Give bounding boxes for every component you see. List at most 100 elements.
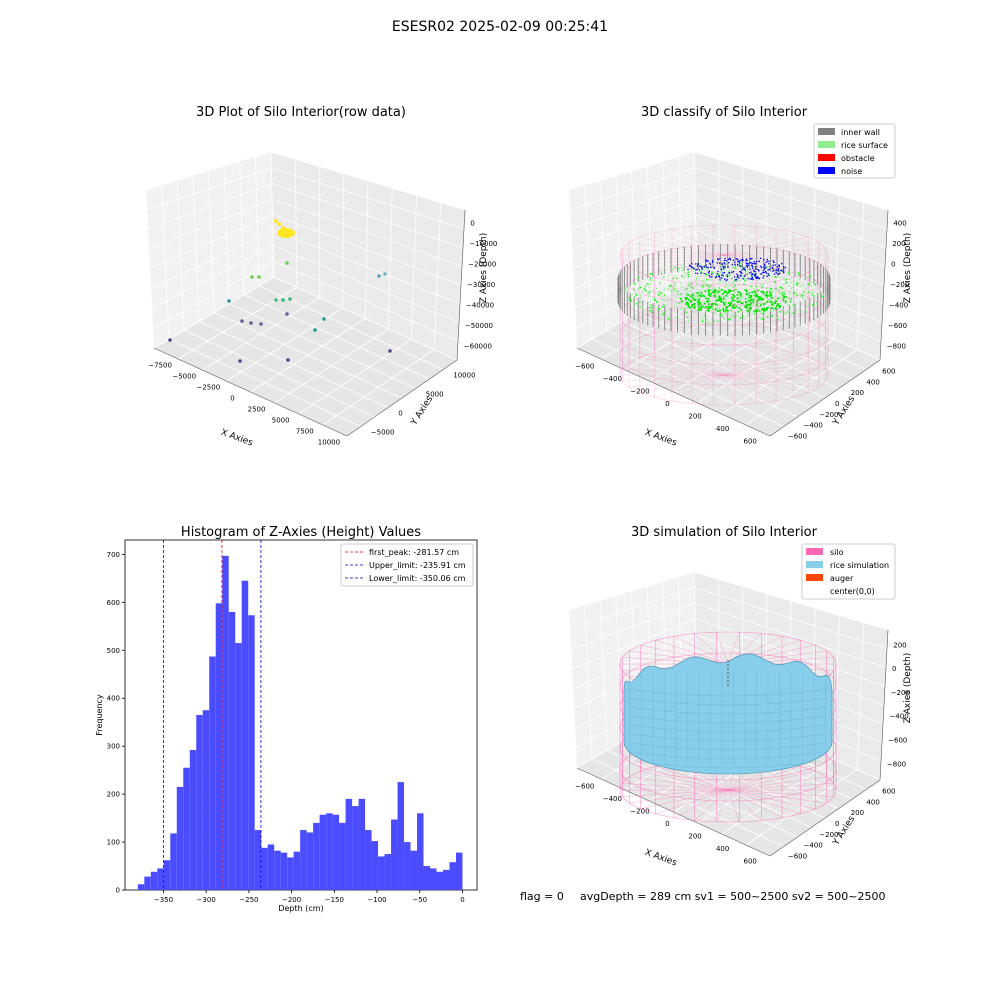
noise-point — [760, 273, 762, 275]
rice-surface-point — [708, 289, 711, 292]
noise-point — [763, 271, 765, 273]
z-tick-label: 400 — [893, 219, 906, 227]
rice-surface-point — [732, 273, 734, 275]
noise-point — [758, 260, 760, 262]
noise-point — [722, 275, 724, 277]
noise-point — [741, 269, 743, 271]
rice-surface-point — [663, 294, 666, 297]
rice-surface-point — [727, 277, 729, 279]
noise-point — [751, 265, 753, 268]
noise-point — [705, 259, 707, 261]
rice-surface-point — [735, 289, 738, 291]
silo-floor-spoke — [622, 374, 725, 382]
noise-point — [746, 259, 748, 261]
rice-surface-point — [652, 273, 654, 276]
rice-surface-point — [788, 309, 790, 312]
rice-surface-point — [685, 303, 688, 305]
rice-surface-point — [788, 293, 790, 295]
rice-surface-point — [719, 282, 721, 284]
rice-surface-point — [673, 289, 675, 291]
rice-surface-point — [784, 279, 786, 281]
rice-surface-point — [745, 301, 747, 304]
z-tick-label: −600 — [888, 737, 907, 745]
rice-surface-point — [629, 301, 631, 304]
classify-legend: inner wall rice surface obstacle noise — [813, 123, 896, 179]
classify-plot-title: 3D classify of Silo Interior — [641, 105, 808, 120]
rice-surface-point — [766, 301, 769, 303]
noise-point — [691, 266, 694, 269]
rice-surface-point — [723, 296, 725, 298]
x-tick-label: 0 — [460, 896, 464, 904]
rice-surface-point — [628, 298, 630, 301]
rice-surface-point — [809, 275, 812, 277]
histogram-bar — [455, 852, 463, 890]
x-tick-label: 600 — [744, 858, 757, 866]
rice-surface-point — [759, 317, 762, 320]
noise-point — [700, 272, 702, 274]
histogram-bar — [332, 814, 340, 890]
noise-point — [713, 267, 716, 269]
rice-surface-point — [758, 298, 761, 300]
rice-surface-point — [632, 306, 635, 308]
histogram-bar — [287, 857, 294, 890]
rice-surface-point — [708, 284, 710, 286]
rice-surface-point — [713, 311, 715, 314]
legend-label-noise: noise — [841, 167, 862, 176]
rice-surface-point — [757, 297, 759, 299]
y-tick-label: 600 — [882, 787, 895, 795]
rice-surface-point — [742, 296, 744, 298]
rice-surface-point — [691, 303, 694, 306]
rice-surface-point — [686, 271, 689, 274]
z-tick-label: −600 — [888, 322, 907, 330]
noise-point — [746, 263, 749, 265]
z-tick-label: −400 — [889, 302, 908, 310]
grid-line — [694, 198, 886, 267]
noise-point — [729, 257, 731, 259]
rice-surface-point — [812, 302, 814, 305]
rice-surface-point — [648, 283, 650, 286]
rice-surface-point — [649, 301, 651, 303]
noise-point — [737, 263, 739, 266]
rice-surface-point — [724, 290, 727, 292]
noise-point — [737, 275, 739, 277]
rice-surface-point — [750, 305, 752, 307]
noise-point — [750, 261, 752, 264]
rice-surface-point — [740, 298, 742, 300]
rice-surface-point — [782, 276, 785, 279]
rice-surface-point — [765, 266, 768, 269]
noise-point — [716, 273, 719, 275]
y-tick-label: 400 — [107, 695, 120, 703]
noise-point — [747, 264, 749, 267]
rice-surface-point — [681, 267, 683, 269]
silo-roof-spoke — [640, 644, 729, 665]
raw-plot-y-label: Y Axies — [409, 394, 435, 428]
noise-point — [737, 274, 739, 276]
rice-surface-point — [728, 319, 730, 321]
x-tick-label: −150 — [325, 896, 344, 904]
noise-point — [734, 279, 736, 281]
data-point — [377, 274, 381, 278]
histogram-bar — [443, 869, 450, 890]
rice-surface-point — [782, 294, 785, 297]
noise-point — [695, 263, 697, 265]
rice-surface-point — [814, 294, 816, 297]
rice-surface-point — [774, 299, 776, 301]
x-tick-label: −200 — [630, 387, 649, 395]
silo-floor-spoke — [723, 374, 809, 393]
rice-surface-point — [787, 311, 789, 313]
rice-surface-point — [768, 262, 771, 265]
rice-surface-point — [770, 311, 773, 313]
noise-point — [743, 275, 746, 277]
rice-surface-point — [781, 297, 783, 299]
noise-point — [751, 277, 753, 279]
rice-surface-point — [651, 311, 653, 313]
simulation-rice-surface — [623, 653, 833, 775]
rice-surface-point — [716, 305, 718, 307]
noise-point — [707, 266, 709, 269]
rice-surface-point — [650, 283, 652, 285]
noise-point — [706, 260, 708, 262]
rice-mesh-line — [632, 742, 824, 751]
rice-surface-point — [634, 300, 636, 302]
rice-surface-point — [713, 290, 715, 292]
